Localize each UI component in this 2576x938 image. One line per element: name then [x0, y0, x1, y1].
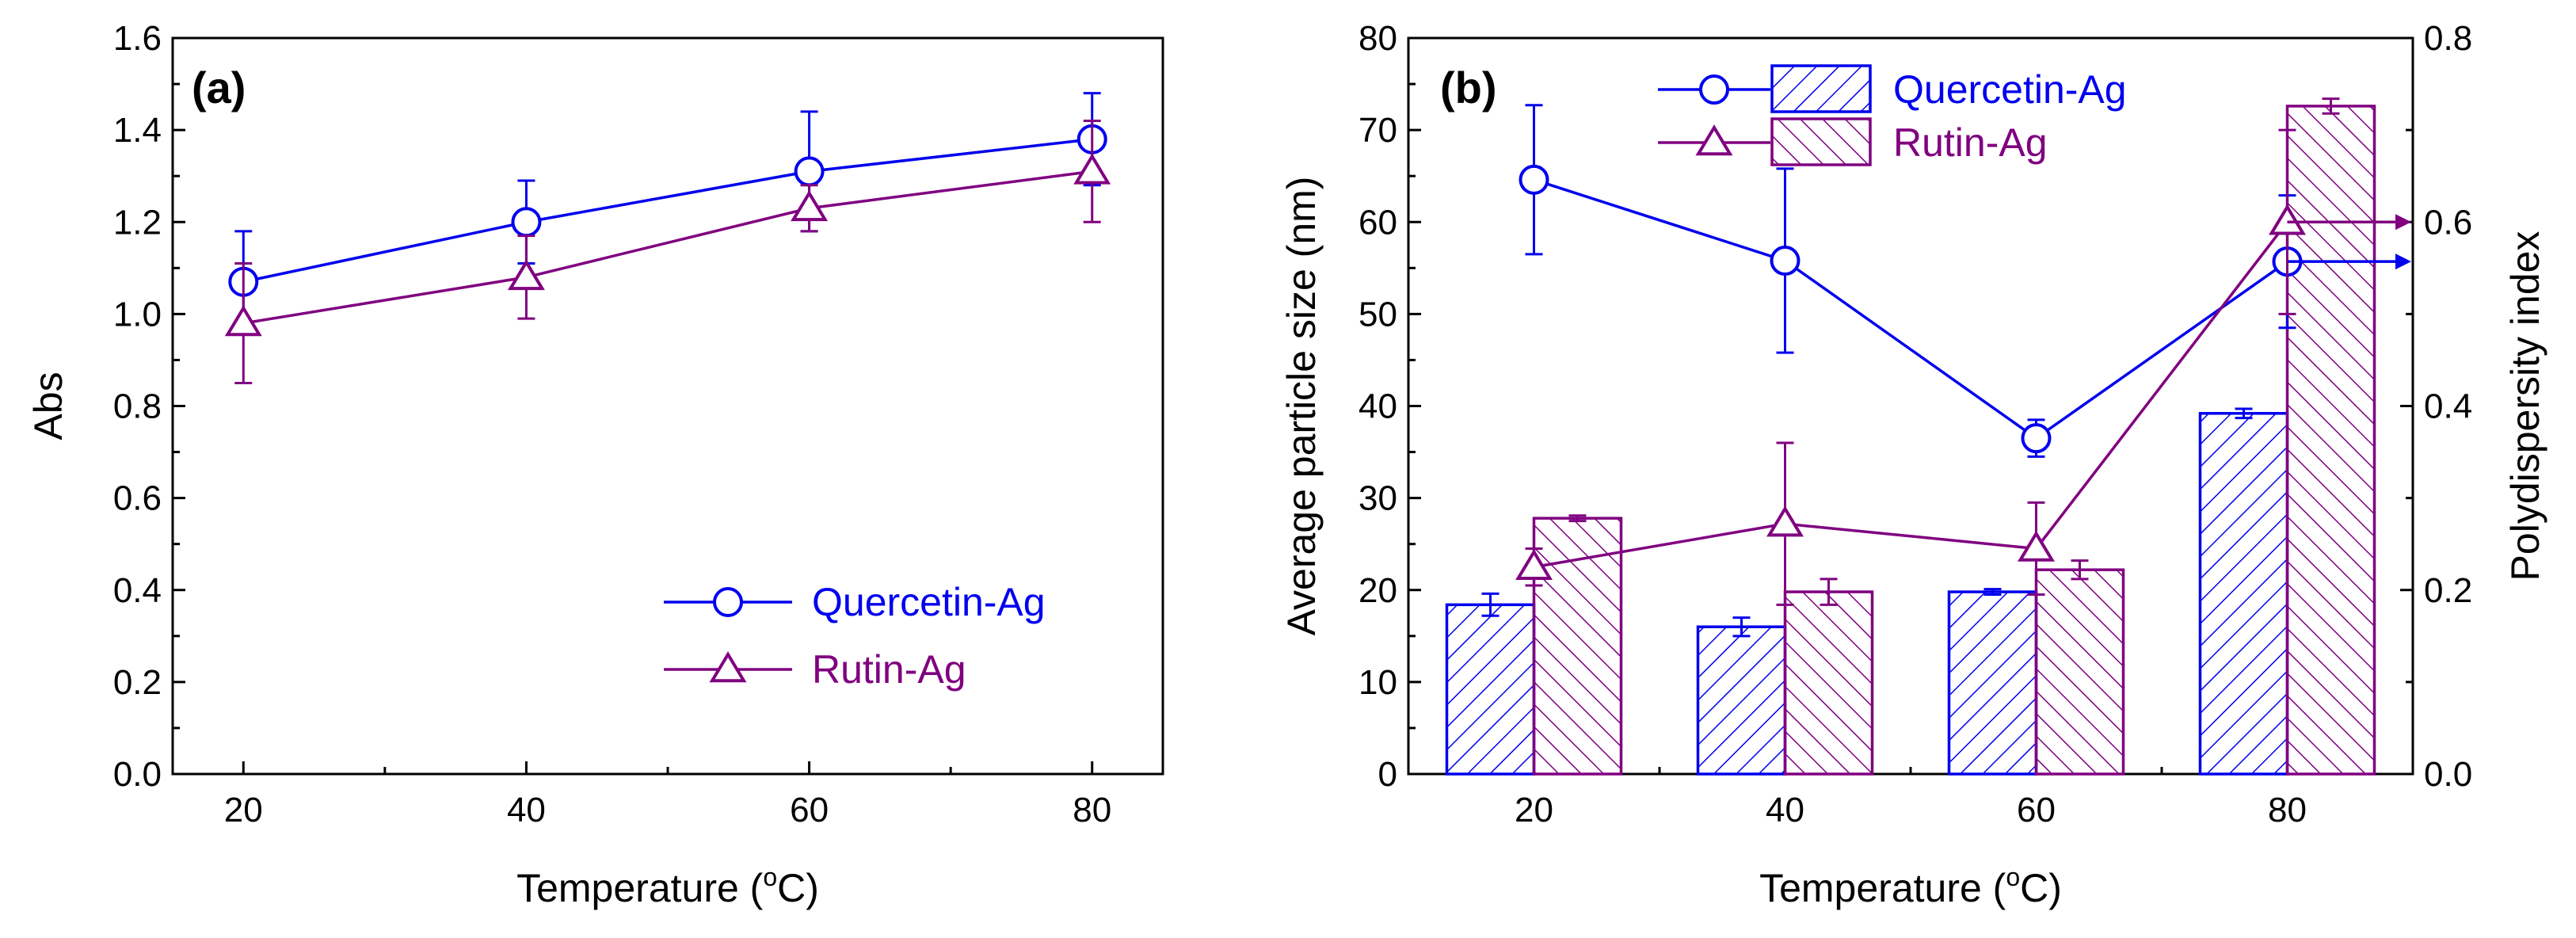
bar-0 [2198, 412, 2289, 776]
bar-0 [1696, 625, 1787, 776]
x-tick-label-a: 40 [507, 791, 546, 829]
x-axis-label-end: C) [2020, 866, 2062, 910]
y-right-tick-label-b: 0.6 [2424, 203, 2472, 242]
data-point-a-0 [511, 207, 542, 238]
x-axis-label-degree: o [2006, 863, 2020, 891]
y-left-tick-label-b: 20 [1358, 571, 1397, 610]
pdi-line-1 [1534, 221, 2288, 569]
x-tick-label-a: 80 [1073, 791, 1111, 829]
bar-1 [2034, 568, 2125, 776]
bar-1 [1783, 590, 1874, 776]
axis-arrow-head-1 [2395, 214, 2411, 231]
x-axis-label-end: C) [777, 866, 819, 910]
bar-1 [2285, 105, 2376, 776]
series-line-a-0 [242, 137, 1092, 284]
x-tick-label-a: 20 [224, 791, 263, 829]
y-left-tick-label-b: 0 [1378, 755, 1397, 794]
x-tick-label-b: 40 [1766, 791, 1804, 829]
axis-arrow-head-0 [2395, 254, 2411, 270]
y-right-tick-label-b: 0.2 [2424, 571, 2472, 610]
y-left-tick-label-b: 70 [1358, 111, 1397, 150]
legend-marker-b-1 [1695, 124, 1733, 156]
x-axis-label-b: Temperature (oC) [1759, 863, 2062, 910]
legend-swatch-b-0 [1770, 64, 1872, 113]
legend-label-a-0: Quercetin-Ag [812, 580, 1046, 624]
y-left-tick-label-b: 60 [1358, 203, 1397, 242]
y-tick-label-a: 0.8 [113, 387, 162, 426]
series-line-a-1 [243, 170, 1092, 325]
panel-label-a: (a) [192, 63, 246, 112]
legend-marker-b-0 [1699, 74, 1729, 105]
panel-a: 0.0 0.2 0.4 0.6 0.8 1.0 1.2 1.4 1.6 20 40 60 80 Tempe… [26, 19, 1164, 910]
bar-1 [1532, 517, 1623, 776]
pdi-point-1 [2018, 530, 2055, 562]
y-left-tick-label-b: 40 [1358, 387, 1397, 426]
y-left-tick-label-b: 80 [1358, 19, 1397, 58]
pdi-line-0 [1533, 178, 2288, 440]
x-axis-label-a: Temperature (oC) [516, 863, 819, 910]
legend-swatch-b-1 [1770, 117, 1872, 166]
y-right-tick-label-b: 0.8 [2424, 19, 2472, 58]
y-right-tick-label-b: 0.4 [2424, 387, 2472, 426]
x-tick-label-b: 60 [2017, 791, 2056, 829]
pdi-point-1 [1515, 548, 1553, 580]
legend-marker-a-0 [713, 587, 743, 617]
bar-0 [1947, 590, 2038, 776]
pdi-point-0 [1519, 164, 1549, 195]
pdi-point-1 [1766, 505, 1804, 537]
x-tick-label-b: 80 [2268, 791, 2307, 829]
y-tick-label-a: 1.0 [113, 295, 162, 334]
data-point-a-1 [224, 305, 262, 337]
panel-label-b: (b) [1440, 63, 1497, 112]
x-axis-label-degree: o [763, 863, 777, 891]
y-left-tick-label-b: 30 [1358, 479, 1397, 518]
y-right-axis-label-b: Polydispersity index [2503, 231, 2547, 581]
pdi-point-0 [2021, 423, 2052, 454]
y-tick-label-a: 0.2 [113, 663, 162, 702]
x-axis-label-main: Temperature ( [1759, 866, 2006, 910]
y-right-tick-label-b: 0.0 [2424, 755, 2472, 794]
pdi-point-0 [1770, 246, 1801, 276]
data-point-a-1 [1073, 153, 1111, 185]
legend-label-b-0: Quercetin-Ag [1893, 67, 2127, 112]
x-tick-label-a: 60 [790, 791, 829, 829]
y-left-tick-label-b: 10 [1358, 663, 1397, 702]
data-point-a-1 [507, 259, 545, 291]
x-axis-label-main: Temperature ( [516, 866, 764, 910]
y-tick-label-a: 1.4 [113, 111, 162, 150]
bar-0 [1445, 603, 1536, 776]
legend-marker-a-1 [709, 651, 747, 683]
data-point-a-1 [791, 189, 829, 222]
legend-label-a-1: Rutin-Ag [812, 647, 966, 692]
y-tick-label-a: 1.2 [113, 203, 162, 242]
y-left-axis-label-b: Average particle size (nm) [1279, 177, 1324, 636]
data-point-a-0 [794, 156, 825, 187]
y-axis-label-a: Abs [26, 372, 70, 440]
y-left-tick-label-b: 50 [1358, 295, 1397, 334]
y-tick-label-a: 0.4 [113, 571, 162, 610]
y-tick-label-a: 0.6 [113, 479, 162, 518]
x-tick-label-b: 20 [1515, 791, 1553, 829]
panel-b: 0 10 20 30 40 50 60 70 80 0.0 0.2 0.4 0.6 0.8 20 40 60 80… [1279, 19, 2547, 910]
y-tick-label-a: 1.6 [113, 19, 162, 58]
pdi-point-1 [2269, 204, 2306, 235]
legend-label-b-1: Rutin-Ag [1893, 120, 2048, 165]
y-tick-label-a: 0.0 [113, 755, 162, 794]
